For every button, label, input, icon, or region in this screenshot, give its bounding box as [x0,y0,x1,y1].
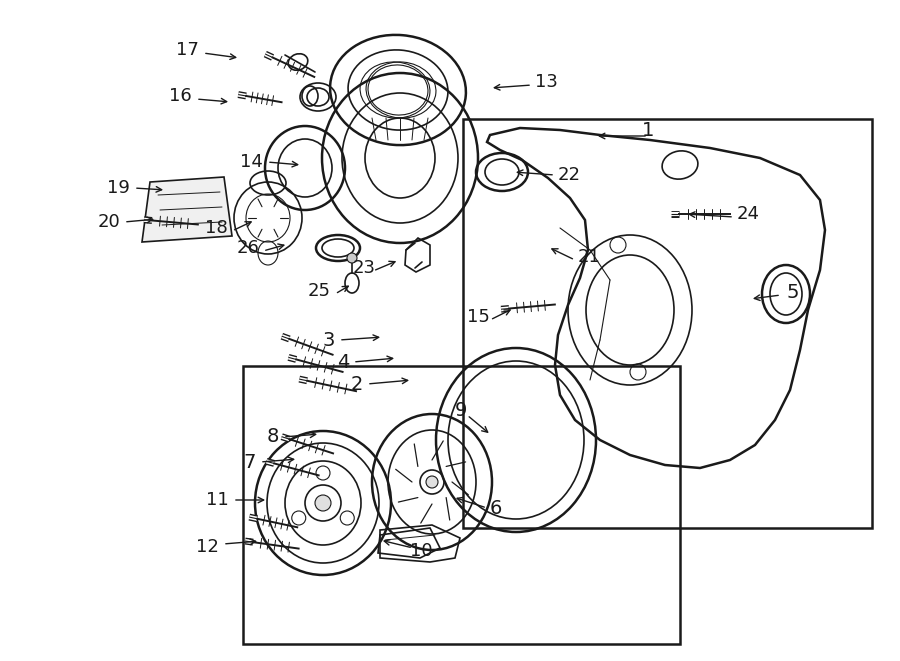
Text: 4: 4 [337,352,349,371]
Text: 25: 25 [308,282,331,300]
Text: 24: 24 [737,205,760,223]
Text: 16: 16 [169,87,192,105]
Text: 6: 6 [490,498,502,518]
Bar [463,119,872,528]
Text: 20: 20 [97,213,120,231]
Text: 18: 18 [205,219,228,237]
Circle shape [426,476,438,488]
Text: 8: 8 [266,428,279,446]
Polygon shape [142,177,232,242]
Text: 22: 22 [558,166,581,184]
Text: 19: 19 [107,179,130,197]
Bar [243,366,680,644]
Text: 14: 14 [240,153,263,171]
Text: 17: 17 [176,41,199,59]
Ellipse shape [347,253,357,263]
Text: 2: 2 [351,375,363,393]
Text: 7: 7 [244,453,256,471]
Text: 10: 10 [410,542,433,560]
Text: 26: 26 [236,239,259,257]
Text: 13: 13 [535,73,558,91]
Circle shape [315,495,331,511]
Text: 3: 3 [322,330,335,350]
Text: 15: 15 [467,308,490,326]
Text: 9: 9 [454,401,467,420]
Text: 21: 21 [578,248,601,266]
Text: 1: 1 [642,120,654,139]
Text: 11: 11 [206,491,229,509]
Text: 23: 23 [353,259,376,277]
Text: 12: 12 [196,538,219,556]
Text: 5: 5 [787,282,799,301]
